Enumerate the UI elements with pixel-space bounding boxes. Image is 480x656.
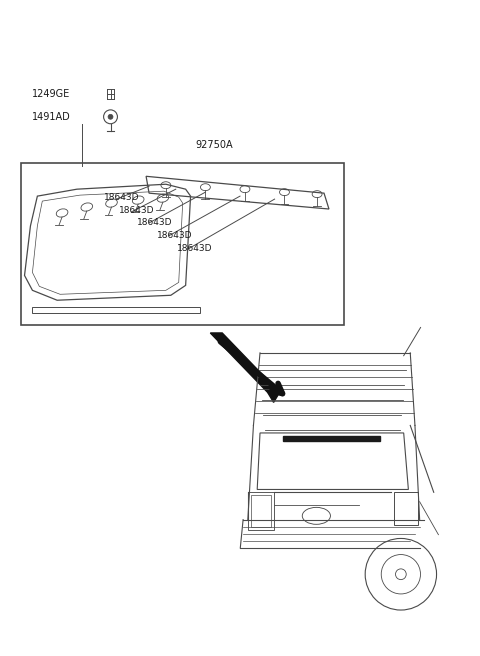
Bar [248, 492, 274, 530]
Text: 1249GE: 1249GE [33, 89, 71, 99]
Bar [284, 436, 380, 441]
Bar [21, 163, 344, 325]
Polygon shape [210, 333, 279, 392]
Text: 18643D: 18643D [137, 218, 173, 228]
Text: 18643D: 18643D [120, 207, 155, 216]
Bar [251, 495, 271, 527]
Polygon shape [268, 392, 279, 402]
Text: 18643D: 18643D [104, 193, 139, 201]
Text: 18643D: 18643D [177, 244, 212, 253]
Text: 18643D: 18643D [157, 232, 192, 240]
Text: 1491AD: 1491AD [33, 112, 71, 122]
Text: 92750A: 92750A [195, 140, 233, 150]
Circle shape [108, 114, 113, 119]
Bar [394, 492, 418, 525]
